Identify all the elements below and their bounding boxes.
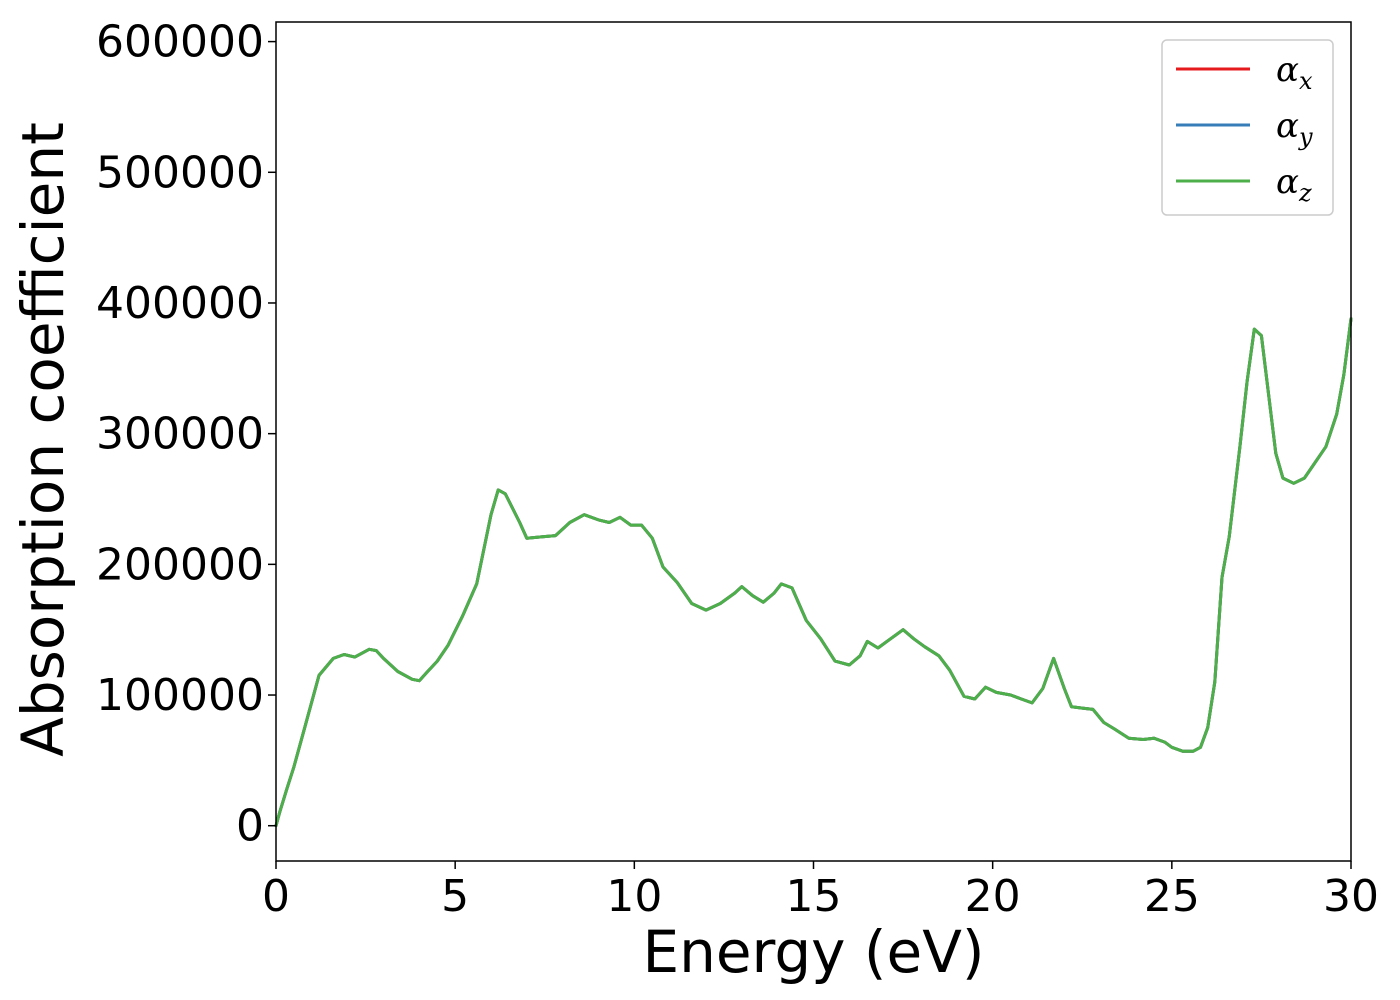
legend-box (1161, 39, 1334, 216)
y-axis: 0 100000 200000 300000 400000 500000 600000 (96, 17, 276, 852)
x-tick-label: 15 (786, 871, 842, 922)
x-tick-label: 30 (1323, 871, 1379, 922)
series-line-2 (274, 317, 1353, 828)
y-tick-label: 600000 (96, 17, 264, 68)
x-axis: 0 5 10 15 20 25 30 (262, 861, 1379, 922)
x-tick-label: 0 (262, 871, 290, 922)
y-tick-label: 200000 (96, 539, 264, 590)
y-tick-label: 100000 (96, 670, 264, 721)
y-axis-label: Absorption coefficient (9, 122, 77, 757)
y-tick-label: 400000 (96, 278, 264, 329)
x-tick-label: 5 (441, 871, 469, 922)
y-tick-label: 300000 (96, 409, 264, 460)
x-tick-label: 10 (606, 871, 662, 922)
series-layer (274, 317, 1353, 828)
x-tick-label: 20 (965, 871, 1021, 922)
x-tick-label: 25 (1144, 871, 1200, 922)
x-axis-label: Energy (eV) (642, 918, 984, 986)
series-line-1 (274, 317, 1353, 828)
series-line-3 (274, 317, 1353, 828)
y-tick-label: 500000 (96, 147, 264, 198)
y-tick-label: 0 (236, 801, 264, 852)
